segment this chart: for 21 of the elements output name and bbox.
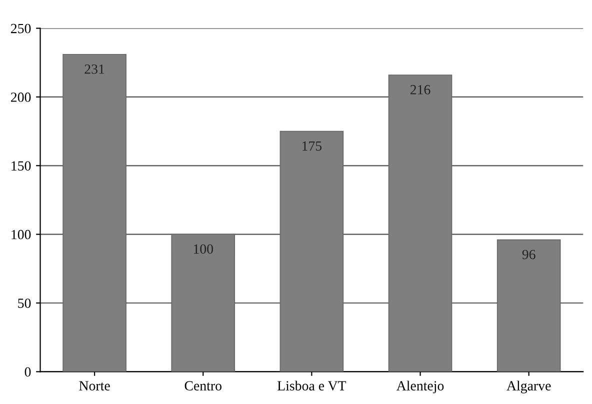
data-label: 100 [194, 244, 213, 254]
y-tick-label: 200 [11, 92, 31, 102]
x-tick-label: Norte [79, 381, 110, 390]
bar [388, 74, 452, 372]
x-tick-label: Alentejo [396, 380, 444, 394]
x-tick-label: Algarve [506, 380, 551, 394]
y-tick-label: 0 [24, 367, 31, 377]
data-label: 216 [410, 85, 430, 94]
bar [280, 130, 344, 372]
y-tick-label: 50 [18, 298, 31, 308]
y-tick-label: 150 [12, 161, 31, 171]
x-tick-label: Lisboa e VT [277, 380, 346, 391]
bar [171, 234, 236, 372]
y-tick-label: 250 [11, 24, 31, 34]
y-tick-label: 100 [12, 230, 31, 240]
bar [496, 239, 561, 372]
data-label: 175 [302, 141, 322, 151]
x-tick-label: Centro [184, 381, 222, 390]
bar [62, 54, 126, 372]
data-label: 231 [84, 64, 104, 74]
data-label: 96 [522, 250, 536, 260]
